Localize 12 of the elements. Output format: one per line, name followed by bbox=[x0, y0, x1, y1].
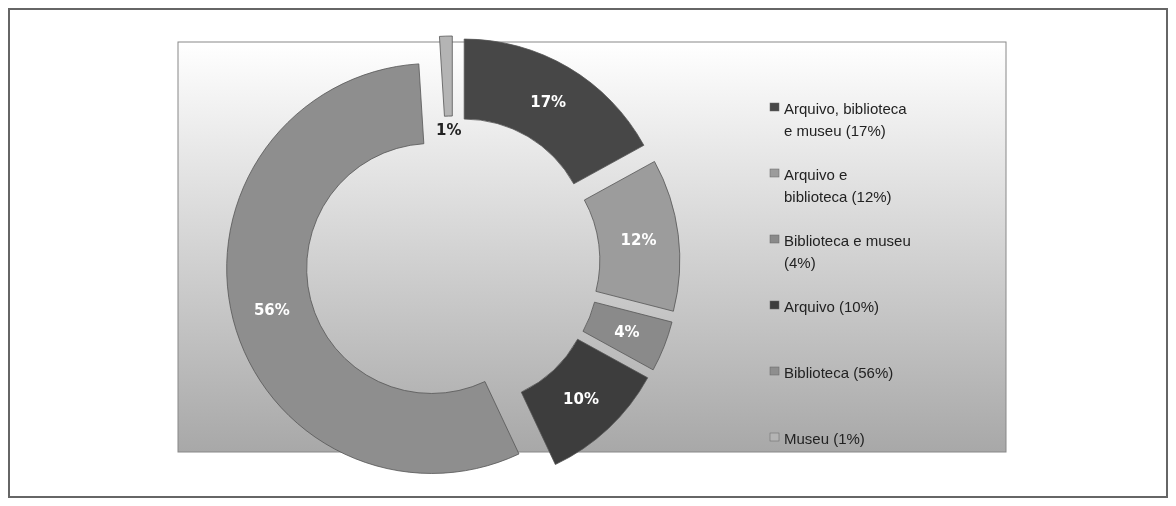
legend-label: Arquivo (10%) bbox=[784, 297, 880, 315]
data-label: 17% bbox=[530, 93, 567, 112]
legend-label: Biblioteca e museu (4%) bbox=[784, 231, 911, 271]
data-label: 4% bbox=[614, 322, 640, 341]
data-label: 12% bbox=[620, 230, 657, 249]
data-label: 56% bbox=[253, 300, 290, 319]
legend-label: Arquivo e biblioteca (12%) bbox=[784, 165, 892, 205]
legend-label: Biblioteca (56%) bbox=[784, 363, 894, 381]
legend-label: Museu (1%) bbox=[784, 429, 865, 447]
data-label: 10% bbox=[563, 390, 599, 409]
legend-label: Arquivo, biblioteca e museu (17%) bbox=[784, 99, 908, 139]
data-label: 1% bbox=[436, 121, 462, 140]
